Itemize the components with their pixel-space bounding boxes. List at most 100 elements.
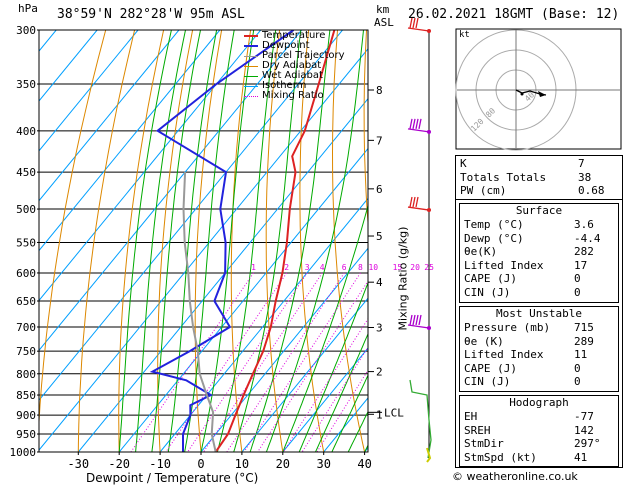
header-datetime: 26.02.2021 18GMT (Base: 12) xyxy=(408,7,620,22)
wind-barb-flag xyxy=(409,118,413,129)
isotherm-line xyxy=(159,197,368,452)
plot-frame xyxy=(38,29,369,453)
hodograph-title: Hodograph xyxy=(509,396,569,409)
surface-row: CAPE (J) 0 xyxy=(460,272,618,286)
pressure-tick-label: 300 xyxy=(16,24,36,37)
dewpoint-line xyxy=(149,30,295,452)
wind-barb-flag xyxy=(415,17,419,29)
index-label: PW (cm) xyxy=(460,184,507,198)
x-tick-label: 20 xyxy=(276,457,290,471)
wet-adiabat xyxy=(331,374,368,452)
row-value: 11 xyxy=(574,348,588,362)
x-tick-label: -10 xyxy=(149,457,171,471)
dry-adiabat xyxy=(363,30,368,229)
row-label: θe(K) xyxy=(464,245,498,259)
x-axis-label: Dewpoint / Temperature (°C) xyxy=(86,471,259,485)
wet-adiabat xyxy=(265,30,364,452)
x-tick-label: 0 xyxy=(197,457,204,471)
row-label: Lifted Index xyxy=(464,258,544,272)
legend-label: Temperature xyxy=(262,30,326,41)
wind-barb xyxy=(407,196,431,213)
row-value: 289 xyxy=(574,334,594,348)
mixing-ratio-label: 3 xyxy=(305,263,310,272)
km-tick-label: 1 xyxy=(376,408,383,421)
legend-item: Mixing Ratio xyxy=(244,91,345,101)
row-label: Lifted Index xyxy=(464,348,544,362)
row-label: EH xyxy=(464,410,478,423)
pressure-tick-label: 550 xyxy=(16,236,36,249)
wind-barb-flag xyxy=(415,118,419,129)
km-tick-label: 6 xyxy=(376,183,383,196)
isotherm-line xyxy=(39,30,262,302)
index-label: Totals Totals xyxy=(460,170,547,184)
isotherm-line xyxy=(282,347,368,452)
row-value: -77 xyxy=(574,410,594,423)
row-value: 3.6 xyxy=(574,218,594,231)
hodo-row: StmDir 297° xyxy=(460,437,618,451)
dry-adiabat xyxy=(194,30,223,452)
x-tick-label: 40 xyxy=(357,457,371,471)
row-value: 715 xyxy=(574,321,594,334)
legend-item: Dewpoint xyxy=(244,41,345,51)
hodograph-unit: kt xyxy=(459,30,470,40)
km-tick-label: 2 xyxy=(376,366,383,379)
legend-item: Isotherm xyxy=(244,81,345,91)
header-unit-hpa: hPa xyxy=(18,2,38,15)
index-value: 0.68 xyxy=(578,184,605,198)
surface-row: Temp (°C) 3.6 xyxy=(460,218,618,232)
index-value: 7 xyxy=(578,157,585,170)
wet-adiabat xyxy=(167,30,218,452)
wind-barb-dot xyxy=(427,129,431,134)
wind-barb-dot xyxy=(427,29,431,33)
pressure-tick-label: 800 xyxy=(16,368,36,381)
surface-row: θe(K) 282 xyxy=(460,245,618,259)
legend-item: Parcel Trajectory xyxy=(244,51,345,61)
row-label: Temp (°C) xyxy=(464,218,524,231)
row-value: 0 xyxy=(574,361,581,375)
row-label: SREH xyxy=(464,423,491,437)
legend-label: Wet Adiabat xyxy=(262,70,323,81)
wind-barb-dot xyxy=(427,208,431,213)
pressure-tick-label: 400 xyxy=(16,125,36,138)
wind-barb-dot xyxy=(427,325,431,330)
row-label: Pressure (mb) xyxy=(464,321,551,334)
row-value: 142 xyxy=(574,423,594,437)
isotherm-line xyxy=(77,97,368,452)
surface-wind-barb xyxy=(426,447,432,463)
copyright-footer: © weatheronline.co.uk xyxy=(452,470,578,483)
index-row: Totals Totals 38 xyxy=(456,171,622,185)
mixing-ratio-line xyxy=(282,317,368,452)
details-panel: Surface Temp (°C) 3.6 Dewp (°C) -4.4 θe(K)… xyxy=(455,199,623,468)
mixing-ratio-label: 2 xyxy=(284,263,289,272)
pressure-tick-label: 900 xyxy=(16,409,36,422)
row-label: StmDir xyxy=(464,437,504,451)
legend-label: Dewpoint xyxy=(262,40,310,51)
row-label: CAPE (J) xyxy=(464,361,517,375)
hodograph-storm-motion xyxy=(520,92,524,96)
pressure-tick-label: 600 xyxy=(16,267,36,280)
mixing-ratio-label: 20 xyxy=(410,263,420,272)
x-tick-label: 10 xyxy=(235,457,249,471)
wind-barb-staff xyxy=(407,27,430,32)
legend-label: Dry Adiabat xyxy=(262,60,322,71)
mixing-ratio-line xyxy=(243,272,361,452)
dry-adiabat xyxy=(39,30,107,431)
hodo-row: StmSpd (kt) 41 xyxy=(460,451,618,465)
dry-adiabat xyxy=(118,30,165,452)
row-value: 0 xyxy=(574,272,581,286)
surface-row: Dewp (°C) -4.4 xyxy=(460,232,618,246)
legend-label: Isotherm xyxy=(262,80,307,91)
wet-adiabat xyxy=(315,332,368,452)
pressure-tick-label: 950 xyxy=(16,428,36,441)
wet-adiabat xyxy=(216,30,277,452)
mixing-ratio-line xyxy=(187,272,308,452)
wet-adiabat xyxy=(135,30,186,452)
wind-barb-staff xyxy=(407,128,430,133)
legend-item: Wet Adiabat xyxy=(244,71,345,81)
lcl-label: LCL xyxy=(384,406,404,419)
row-value: 0 xyxy=(574,375,581,389)
isotherm-line xyxy=(39,30,180,202)
low-level-wind-barbs xyxy=(409,379,432,459)
hodograph-frame xyxy=(455,28,622,150)
